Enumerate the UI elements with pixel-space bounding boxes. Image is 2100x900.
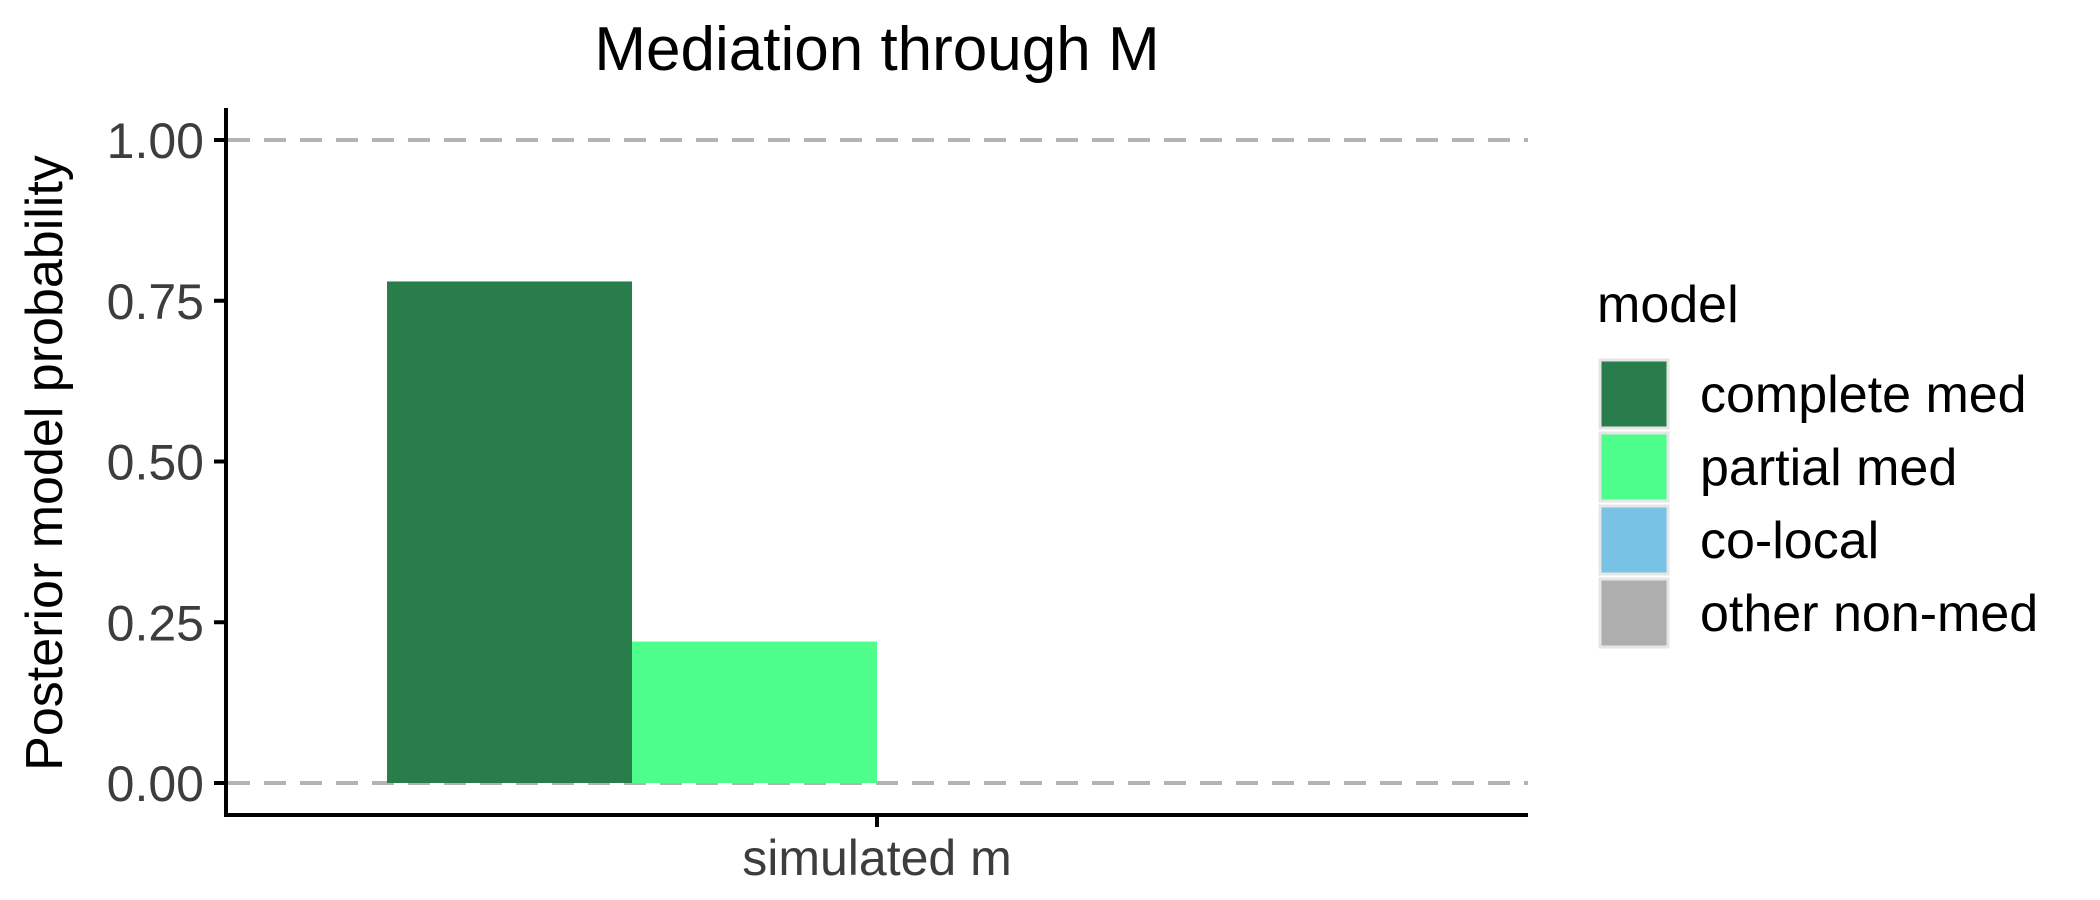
- legend-key-other-non-med: [1598, 577, 1670, 649]
- legend-key-partial-med: [1598, 431, 1670, 503]
- bar-complete-med: [387, 281, 632, 783]
- y-axis-title: Posterior model probability: [16, 155, 74, 771]
- legend-key-complete-med: [1598, 358, 1670, 430]
- bars: [387, 281, 877, 783]
- legend-label: other non-med: [1700, 585, 2038, 643]
- legend-title: model: [1597, 276, 1739, 334]
- legend-key-co-local: [1598, 504, 1670, 576]
- legend-label: complete med: [1700, 366, 2027, 424]
- chart-title: Mediation through M: [594, 15, 1159, 84]
- axes: [214, 108, 1528, 827]
- y-tick-label: 0.75: [107, 274, 204, 330]
- x-tick-labels: simulated m: [742, 830, 1012, 886]
- legend-label: co-local: [1700, 512, 1879, 570]
- x-tick-label: simulated m: [742, 830, 1012, 886]
- y-tick-label: 1.00: [107, 113, 204, 169]
- y-tick-labels: 0.00 0.25 0.50 0.75 1.00: [107, 113, 204, 812]
- bar-partial-med: [632, 641, 877, 783]
- legend: model complete med partial med co-local oth…: [1597, 276, 2038, 649]
- y-tick-label: 0.25: [107, 595, 204, 651]
- y-tick-label: 0.50: [107, 435, 204, 491]
- y-tick-label: 0.00: [107, 756, 204, 812]
- legend-label: partial med: [1700, 439, 1957, 497]
